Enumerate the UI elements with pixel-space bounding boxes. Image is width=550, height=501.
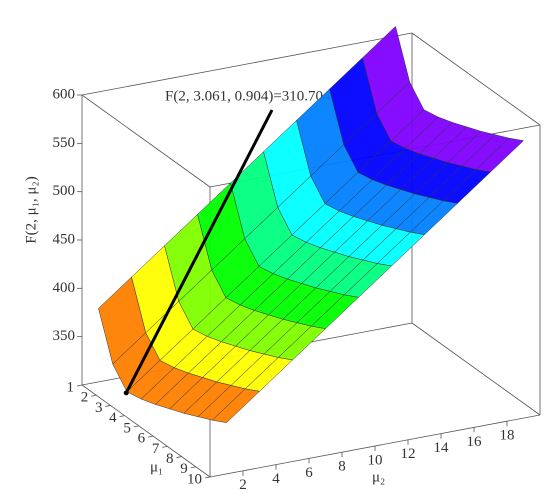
box-edge xyxy=(411,32,541,126)
y-tick-label: 8 xyxy=(338,459,346,475)
z-tick-label: 350 xyxy=(53,328,76,344)
x-tick xyxy=(204,476,211,479)
y-tick-label: 12 xyxy=(401,446,416,462)
z-tick-label: 500 xyxy=(53,183,76,199)
box-edge xyxy=(81,32,413,96)
y-tick-label: 4 xyxy=(272,471,280,487)
x-tick xyxy=(105,405,111,407)
annotation-pointer xyxy=(124,109,274,394)
x-tick-label: 7 xyxy=(152,441,160,457)
x-tick xyxy=(91,394,97,397)
x-tick-label: 2 xyxy=(81,390,89,406)
x-tick-label: 1 xyxy=(67,379,75,395)
x-tick-label: 9 xyxy=(180,461,188,477)
x-tick xyxy=(133,425,139,428)
box-edge xyxy=(81,384,211,478)
x-tick xyxy=(76,384,83,387)
marker-point xyxy=(123,390,129,396)
y-tick-label: 14 xyxy=(434,440,450,456)
x-tick xyxy=(190,466,196,469)
y-tick-label: 16 xyxy=(467,434,483,450)
x-tick xyxy=(119,415,125,418)
x-tick xyxy=(148,435,154,438)
x-tick xyxy=(162,445,168,448)
z-tick-label: 400 xyxy=(53,280,76,296)
z-tick-label: 450 xyxy=(53,231,76,247)
x-tick xyxy=(176,456,182,458)
x-tick-label: 5 xyxy=(123,420,131,436)
x-axis-label: μ₁ xyxy=(150,459,163,475)
y-tick-label: 18 xyxy=(500,428,515,444)
box-edge xyxy=(411,322,541,416)
y-tick-label: 2 xyxy=(239,477,247,493)
z-axis-label: F(2, μ₁, μ₂) xyxy=(23,176,39,243)
z-tick-label: 550 xyxy=(53,135,76,151)
x-tick-label: 6 xyxy=(138,431,146,447)
x-tick-label: 10 xyxy=(187,471,202,487)
annotation: F(2, 3.061, 0.904)=310.704 xyxy=(165,88,331,104)
surface-patch xyxy=(211,388,261,423)
x-tick-label: 3 xyxy=(95,400,103,416)
x-tick-label: 8 xyxy=(166,451,174,467)
y-tick-label: 6 xyxy=(305,465,313,481)
y-tick-label: 10 xyxy=(368,452,383,468)
z-tick-label: 600 xyxy=(53,86,76,102)
x-tick-label: 4 xyxy=(109,410,117,426)
y-axis-label: μ₂ xyxy=(372,469,385,485)
box-edge xyxy=(81,94,211,188)
